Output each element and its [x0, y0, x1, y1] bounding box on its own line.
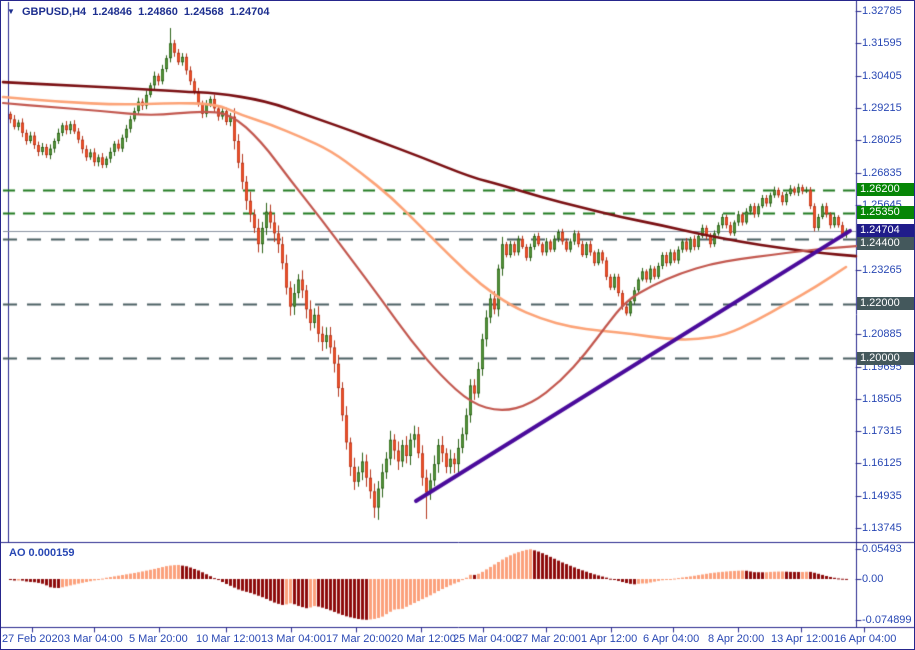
price-tick-label: 1.17315 [862, 425, 902, 438]
ticker-symbol: GBPUSD,H4 [21, 6, 87, 18]
price-level-badge: 1.22000 [857, 297, 914, 311]
price-tick-label: 1.20885 [862, 328, 902, 341]
price-tick-label: 1.26835 [862, 166, 902, 179]
price-level-badge: 1.25350 [857, 206, 914, 220]
date-tick-label: 16 Apr 04:00 [834, 633, 897, 645]
date-tick-label: 1 Apr 12:00 [581, 633, 638, 645]
price-tick-label: 1.30405 [862, 69, 902, 82]
date-tick-label: 10 Mar 12:00 [196, 633, 261, 645]
date-tick-label: 20 Mar 12:00 [391, 633, 456, 645]
price-tick-label: 1.29215 [862, 102, 902, 115]
price-level-badge: 1.24704 [857, 224, 914, 237]
price-tick-label: 1.13745 [862, 522, 902, 535]
price-level-badge: 1.24400 [857, 237, 914, 250]
price-level-badge: 1.26200 [857, 183, 914, 197]
price-tick-label: 1.23265 [862, 263, 902, 276]
price-level-badge: 1.20000 [857, 351, 914, 365]
price-tick-label: 1.32785 [862, 5, 902, 18]
ao-tick-label: 0.05493 [862, 543, 902, 555]
date-tick-label: 13 Apr 12:00 [771, 633, 834, 645]
date-tick-label: 5 Mar 20:00 [129, 633, 188, 645]
price-tick-label: 1.31595 [862, 37, 902, 50]
price-tick-label: 1.16125 [862, 457, 902, 470]
price-tick-label: 1.14935 [862, 489, 902, 502]
ticker-high: 1.24860 [138, 6, 178, 18]
price-tick-label: 1.28025 [862, 134, 902, 147]
date-tick-label: 25 Mar 04:00 [453, 633, 518, 645]
date-tick-label: 27 Mar 20:00 [516, 633, 581, 645]
price-tick-label: 1.18505 [862, 392, 902, 405]
date-tick-label: 3 Mar 04:00 [64, 633, 123, 645]
ticker-close: 1.24704 [229, 6, 270, 18]
ao-tick-label: 0.00 [862, 573, 884, 585]
ticker-open: 1.24846 [92, 6, 132, 18]
collapse-triangle-icon[interactable]: ▼ [7, 7, 15, 16]
date-tick-label: 27 Feb 2020 [2, 633, 64, 645]
date-tick-label: 13 Mar 04:00 [261, 633, 326, 645]
ticker-bar: ▼ GBPUSD,H4 1.24846 1.24860 1.24568 1.24… [7, 6, 272, 18]
date-tick-label: 8 Apr 20:00 [708, 633, 765, 645]
ao-tick-label: -0.074899 [862, 613, 912, 626]
date-tick-label: 17 Mar 20:00 [326, 633, 391, 645]
date-tick-label: 6 Apr 04:00 [643, 633, 700, 645]
ticker-low: 1.24568 [183, 6, 224, 18]
ao-indicator-label: AO 0.000159 [9, 547, 75, 559]
